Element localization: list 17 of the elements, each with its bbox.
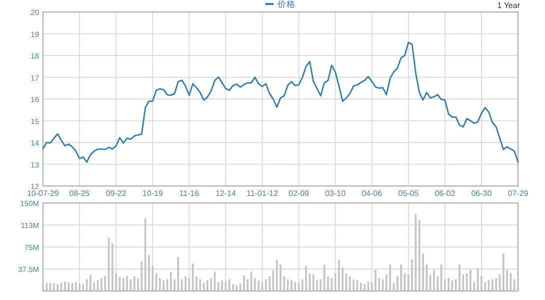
x-tick-label: 11-16	[179, 189, 200, 198]
x-tick-label: 04-06	[362, 189, 383, 198]
legend-label: 价格	[276, 0, 296, 9]
text: 1 Year	[497, 1, 520, 10]
x-tick-label: 06-02	[434, 189, 456, 198]
x-tick-label: 08-25	[69, 189, 90, 198]
x-tick-label: 06-30	[471, 189, 492, 198]
x-tick-label: 05-05	[398, 189, 420, 198]
x-tick-label: 12-14	[215, 189, 236, 198]
x-tick-label: 07-29	[508, 189, 529, 198]
line-series	[42, 42, 519, 163]
x-tick-label: 09-22	[106, 189, 127, 198]
x-tick-label: 10-19	[142, 189, 164, 198]
x-tick-label: 02-09	[288, 189, 310, 198]
x-tick-label: 03-10	[325, 189, 346, 198]
x-tick-label: 11-01-12	[246, 189, 278, 198]
x-tick-label: 10-07-29	[26, 189, 60, 198]
